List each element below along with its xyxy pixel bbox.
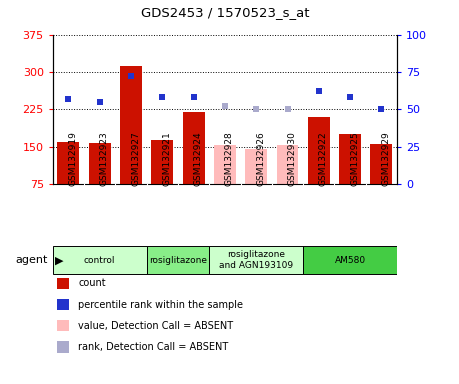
Bar [147, 247, 209, 274]
Text: GSM132925: GSM132925 [350, 131, 359, 186]
Text: percentile rank within the sample: percentile rank within the sample [78, 300, 243, 310]
Text: agent: agent [16, 255, 48, 265]
Text: ▶: ▶ [55, 255, 64, 265]
Text: rosiglitazone
and AGN193109: rosiglitazone and AGN193109 [219, 250, 293, 270]
Text: GSM132923: GSM132923 [100, 131, 109, 186]
Text: control: control [84, 256, 116, 265]
Text: rosiglitazone: rosiglitazone [149, 256, 207, 265]
Bar [370, 144, 392, 184]
Text: count: count [78, 278, 106, 288]
Bar [53, 247, 147, 274]
Text: value, Detection Call = ABSENT: value, Detection Call = ABSENT [78, 321, 233, 331]
Bar [209, 247, 303, 274]
Text: GSM132921: GSM132921 [162, 131, 171, 186]
Text: GSM132922: GSM132922 [319, 132, 328, 186]
Text: GSM132926: GSM132926 [256, 131, 265, 186]
Bar [276, 145, 298, 184]
Text: GSM132919: GSM132919 [68, 131, 78, 186]
Bar [308, 117, 330, 184]
Bar [214, 146, 236, 184]
Bar [339, 134, 361, 184]
Bar [303, 247, 397, 274]
Text: GSM132924: GSM132924 [194, 132, 202, 186]
Text: GSM132929: GSM132929 [381, 131, 391, 186]
Text: AM580: AM580 [335, 256, 366, 265]
Text: rank, Detection Call = ABSENT: rank, Detection Call = ABSENT [78, 342, 228, 352]
Bar [151, 141, 174, 184]
Text: GSM132928: GSM132928 [225, 131, 234, 186]
Bar [120, 66, 142, 184]
Text: GDS2453 / 1570523_s_at: GDS2453 / 1570523_s_at [140, 6, 309, 19]
Text: GSM132927: GSM132927 [131, 131, 140, 186]
Bar [245, 149, 267, 184]
Text: GSM132930: GSM132930 [287, 131, 297, 186]
Bar [183, 112, 205, 184]
Bar [57, 142, 79, 184]
Bar [89, 143, 111, 184]
